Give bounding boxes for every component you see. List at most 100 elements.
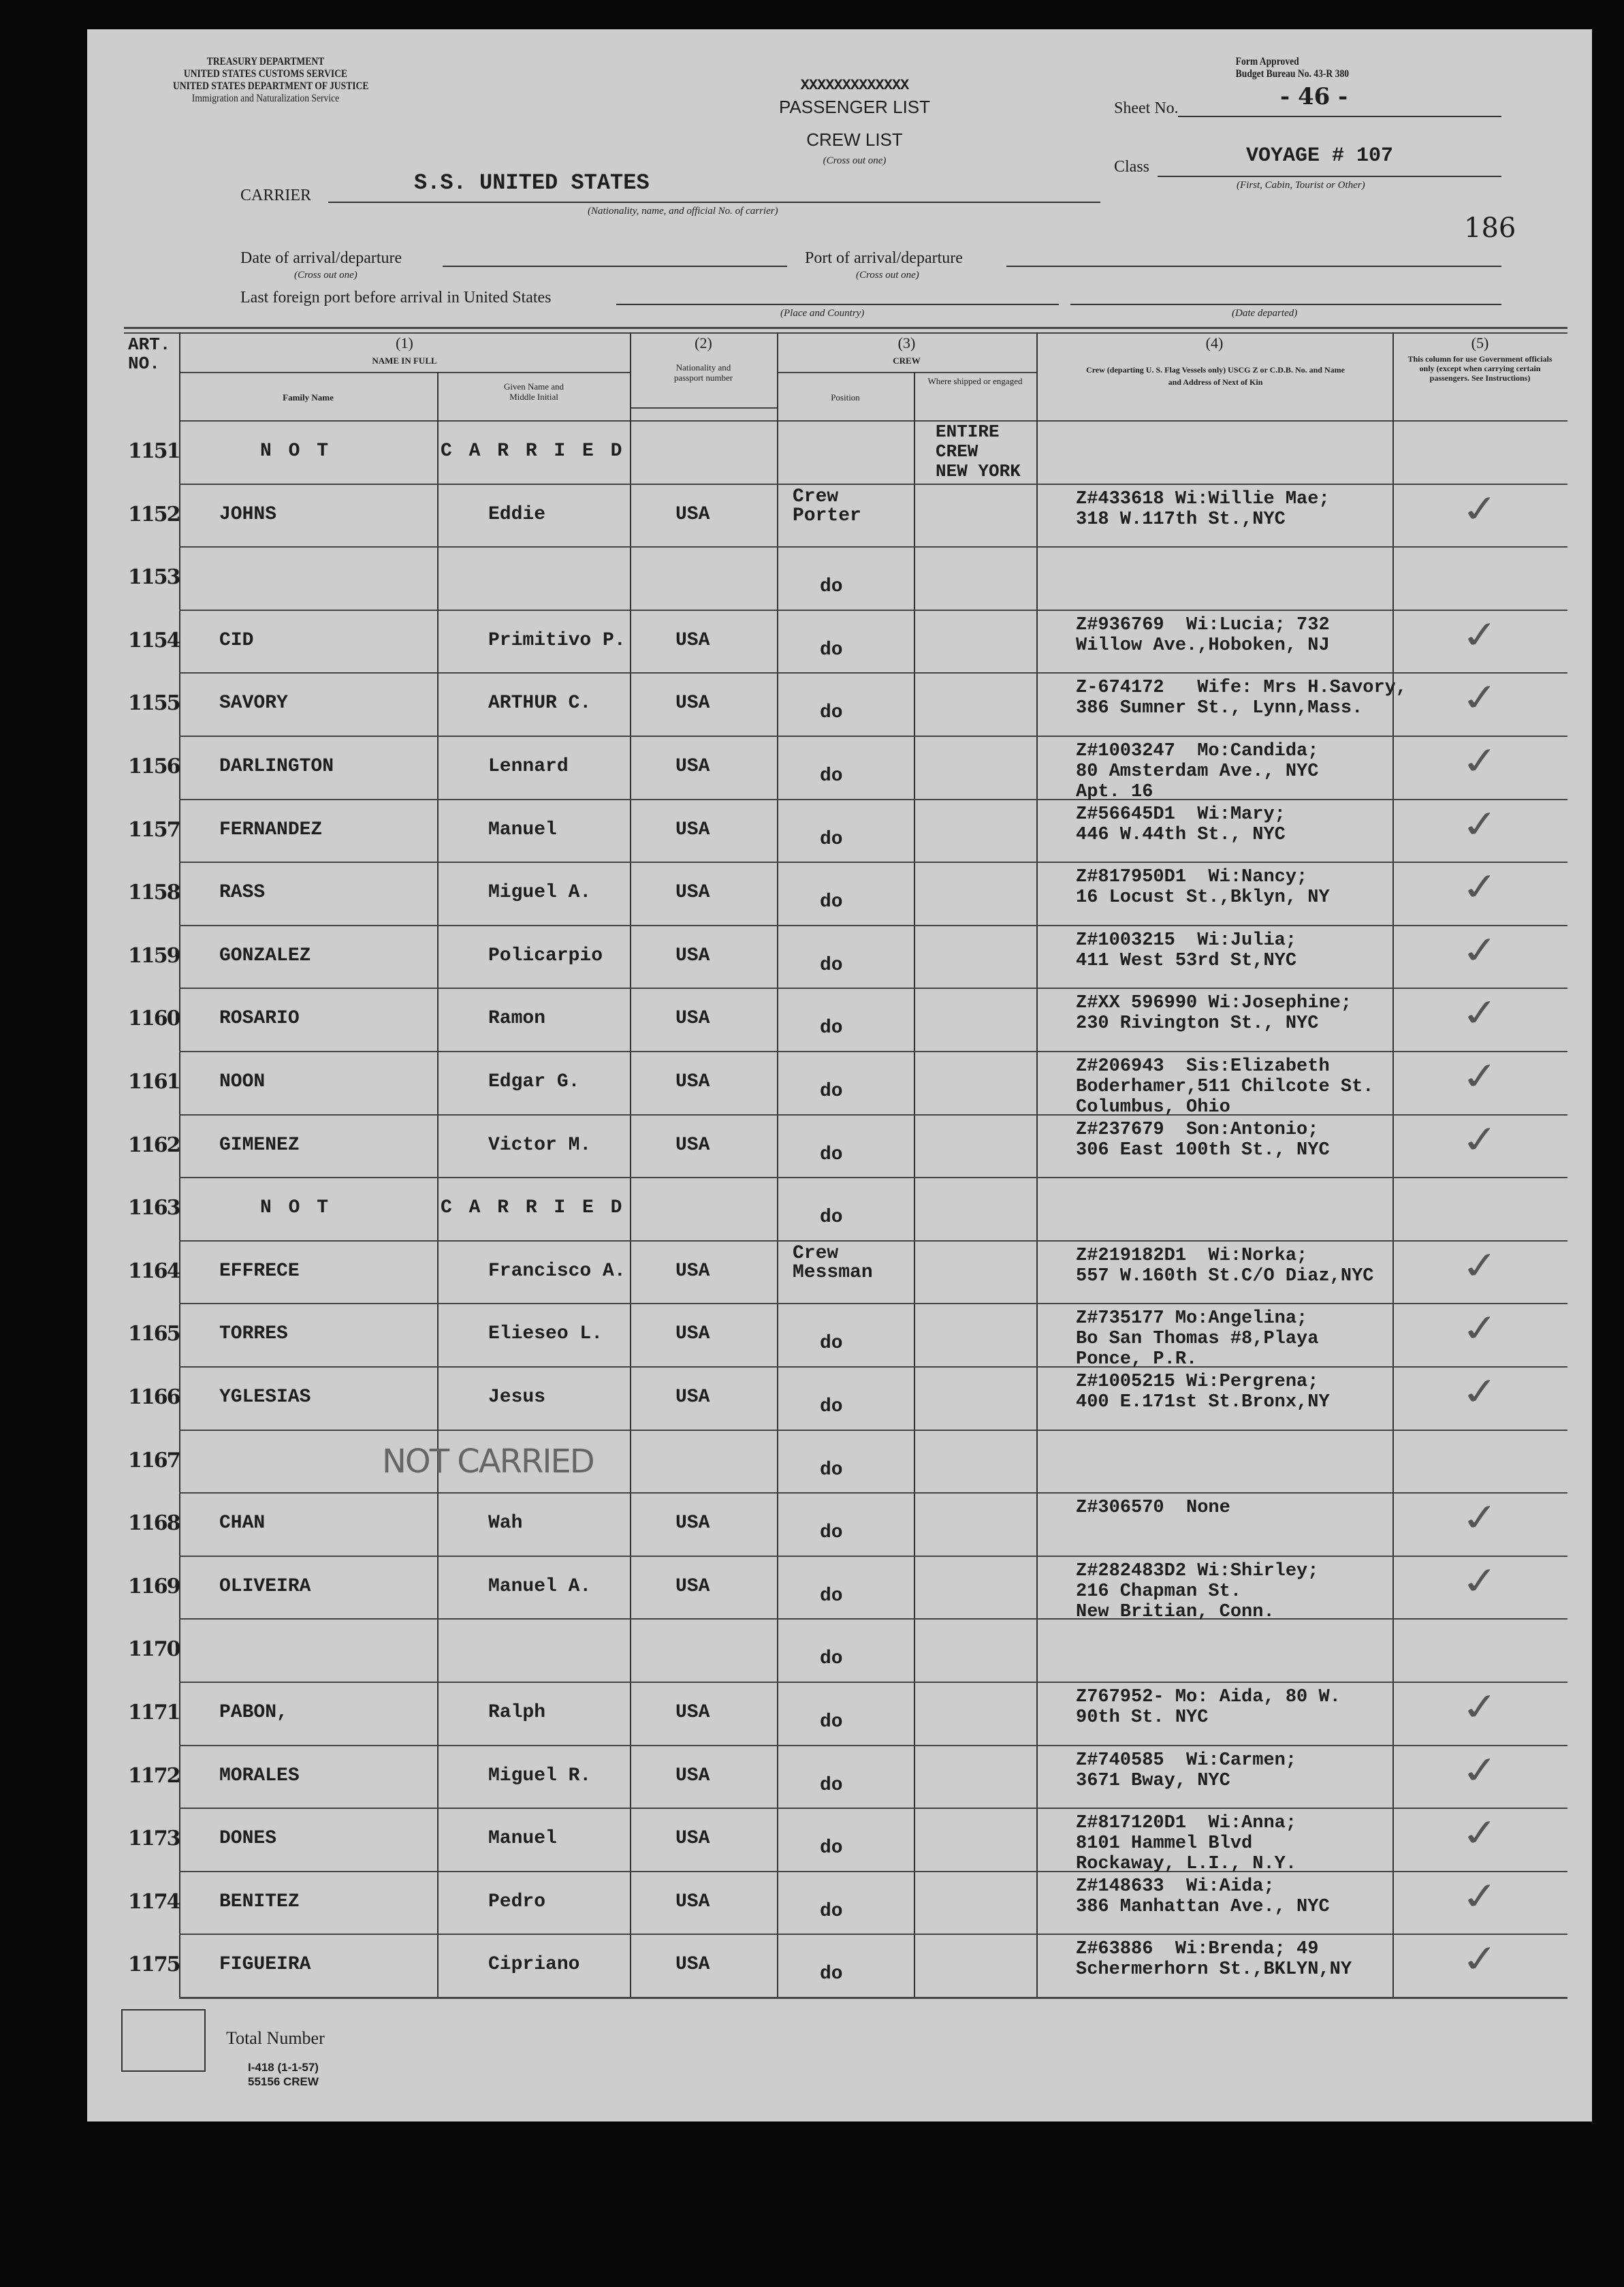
nationality: USA bbox=[675, 1387, 710, 1408]
class-hint: (First, Cabin, Tourist or Other) bbox=[1237, 180, 1365, 191]
position: do bbox=[820, 954, 843, 976]
given-name: Edgar G. bbox=[488, 1071, 580, 1092]
table-row: 1154 CID Primitivo P. USA do Z#936769 Wi:Luci… bbox=[124, 610, 1567, 674]
nationality: USA bbox=[675, 819, 710, 840]
check-mark-icon: ✓ bbox=[1458, 928, 1503, 974]
position: do bbox=[820, 1018, 843, 1039]
not-carried-stamp: NOT CARRIED bbox=[382, 1442, 595, 1481]
given-name: Lennard bbox=[488, 756, 569, 777]
row-divider bbox=[179, 988, 1567, 990]
class-value: VOYAGE # 107 bbox=[1246, 144, 1394, 168]
position: do bbox=[820, 576, 843, 598]
nationality: USA bbox=[675, 1575, 710, 1597]
family-name: GONZALEZ bbox=[219, 945, 311, 966]
row-divider bbox=[179, 1555, 1567, 1557]
next-of-kin: Z#219182D1 Wi:Norka; 557 W.160th St.C/O … bbox=[1076, 1245, 1374, 1287]
shipped-note-line: CREW bbox=[936, 441, 978, 462]
row-divider bbox=[179, 1681, 1567, 1683]
row-divider bbox=[179, 1366, 1567, 1368]
sheet-no-label: Sheet No. bbox=[1114, 99, 1179, 117]
position: do bbox=[820, 1459, 843, 1481]
col1-title: NAME IN FULL bbox=[372, 356, 437, 366]
check-mark-icon: ✓ bbox=[1458, 675, 1503, 722]
given-name: Ralph bbox=[488, 1702, 546, 1723]
table-row: 1152 JOHNS Eddie USA Crew Porter Z#433618 Wi:… bbox=[124, 484, 1567, 548]
form-approved-line: Budget Bureau No. 43-R 380 bbox=[1235, 68, 1350, 80]
check-mark-icon: ✓ bbox=[1458, 486, 1503, 533]
check-mark-icon: ✓ bbox=[1458, 1936, 1503, 1983]
agency-block: TREASURY DEPARTMENT UNITED STATES CUSTOM… bbox=[173, 56, 369, 105]
next-of-kin: Z#817120D1 Wi:Anna; 8101 Hammel Blvd Roc… bbox=[1076, 1813, 1297, 1875]
family-name: ROSARIO bbox=[219, 1008, 300, 1030]
given-name: Eddie bbox=[488, 503, 546, 525]
col4-title: Crew (departing U. S. Flag Vessels only)… bbox=[1086, 365, 1345, 387]
nationality: USA bbox=[675, 1765, 710, 1786]
port-label: Port of arrival/departure bbox=[805, 249, 963, 267]
art-number: 1168 bbox=[128, 1511, 180, 1536]
next-of-kin: Z#282483D2 Wi:Shirley; 216 Chapman St. N… bbox=[1076, 1560, 1319, 1622]
next-of-kin: Z#148633 Wi:Aida; 386 Manhattan Ave., NY… bbox=[1076, 1876, 1330, 1917]
shipped-note-line: NEW YORK bbox=[936, 461, 1021, 482]
form-approved: Form Approved Budget Bureau No. 43-R 380 bbox=[1236, 56, 1349, 80]
date-label: Date of arrival/departure bbox=[240, 249, 402, 267]
given-name: Elieseo L. bbox=[488, 1323, 603, 1345]
next-of-kin: Z#1003247 Mo:Candida; 80 Amsterdam Ave.,… bbox=[1076, 741, 1319, 802]
row-divider bbox=[179, 1996, 1567, 1998]
family-name: N O T bbox=[260, 1197, 332, 1219]
nationality: USA bbox=[675, 1323, 710, 1345]
next-of-kin: Z#56645D1 Wi:Mary; 446 W.44th St., NYC bbox=[1076, 804, 1286, 845]
row-divider bbox=[179, 798, 1567, 800]
position: do bbox=[820, 1963, 843, 1985]
nationality: USA bbox=[675, 693, 710, 714]
position: do bbox=[820, 639, 843, 661]
family-name: EFFRECE bbox=[219, 1260, 300, 1282]
art-number: 1174 bbox=[128, 1889, 180, 1914]
table-row: 1174 BENITEZ Pedro USA do Z#148633 Wi:Aida; 3… bbox=[124, 1871, 1567, 1936]
agency-line: UNITED STATES DEPARTMENT OF JUSTICE bbox=[173, 80, 369, 92]
nationality: USA bbox=[675, 945, 710, 966]
row-divider bbox=[179, 1618, 1567, 1620]
col1-number: (1) bbox=[396, 334, 413, 351]
given-name: Wah bbox=[488, 1513, 523, 1534]
date-departed-hint: (Date departed) bbox=[1232, 308, 1298, 319]
given-name: Victor M. bbox=[488, 1134, 592, 1156]
table-row: 1156 DARLINGTON Lennard USA do Z#1003247 Mo:C… bbox=[124, 736, 1567, 802]
next-of-kin: Z-674172 Wife: Mrs H.Savory, 386 Sumner … bbox=[1076, 678, 1407, 719]
next-of-kin: Z#433618 Wi:Willie Mae; 318 W.117th St.,… bbox=[1076, 488, 1330, 530]
position: do bbox=[820, 1774, 843, 1796]
nationality: USA bbox=[675, 756, 710, 777]
position: Crew Porter bbox=[793, 486, 861, 526]
given-name: Manuel bbox=[488, 1828, 557, 1850]
family-name: YGLESIAS bbox=[219, 1387, 311, 1408]
check-mark-icon: ✓ bbox=[1458, 1684, 1503, 1731]
row-divider bbox=[179, 1050, 1567, 1052]
total-number-box bbox=[121, 2009, 206, 2072]
row-divider bbox=[179, 1934, 1567, 1936]
given-name: Miguel R. bbox=[488, 1765, 592, 1786]
next-of-kin: Z#XX 596990 Wi:Josephine; 230 Rivington … bbox=[1076, 993, 1352, 1035]
form-number: I-418 (1-1-57) bbox=[248, 2061, 319, 2074]
given-name: Policarpio bbox=[488, 945, 603, 966]
position: do bbox=[820, 1900, 843, 1922]
row-divider bbox=[179, 862, 1567, 864]
row-divider bbox=[179, 1492, 1567, 1494]
position: do bbox=[820, 1648, 843, 1670]
table-row: 1172 MORALES Miguel R. USA do Z#740585 Wi:Car… bbox=[124, 1745, 1567, 1810]
nationality: USA bbox=[675, 629, 710, 651]
given-name: Jesus bbox=[488, 1387, 546, 1408]
check-mark-icon: ✓ bbox=[1458, 1747, 1503, 1794]
where-shipped-note: ENTIRE CREW NEW YORK bbox=[936, 422, 1021, 482]
table-row: 1164 EFFRECE Francisco A. USA Crew Messman Z#… bbox=[124, 1240, 1567, 1305]
next-of-kin: Z#735177 Mo:Angelina; Bo San Thomas #8,P… bbox=[1076, 1308, 1319, 1370]
agency-line: Immigration and Naturalization Service bbox=[191, 93, 340, 104]
port-hint: (Cross out one) bbox=[856, 270, 919, 281]
agency-line: UNITED STATES CUSTOMS SERVICE bbox=[183, 68, 348, 80]
check-mark-icon: ✓ bbox=[1458, 1810, 1503, 1857]
agency-line: TREASURY DEPARTMENT bbox=[206, 56, 325, 67]
nationality: USA bbox=[675, 1513, 710, 1534]
given-name: Francisco A. bbox=[488, 1260, 626, 1282]
row-divider bbox=[179, 1114, 1567, 1116]
position: do bbox=[820, 892, 843, 913]
position: do bbox=[820, 828, 843, 850]
next-of-kin: Z#1003215 Wi:Julia; 411 West 53rd St,NYC bbox=[1076, 930, 1297, 971]
